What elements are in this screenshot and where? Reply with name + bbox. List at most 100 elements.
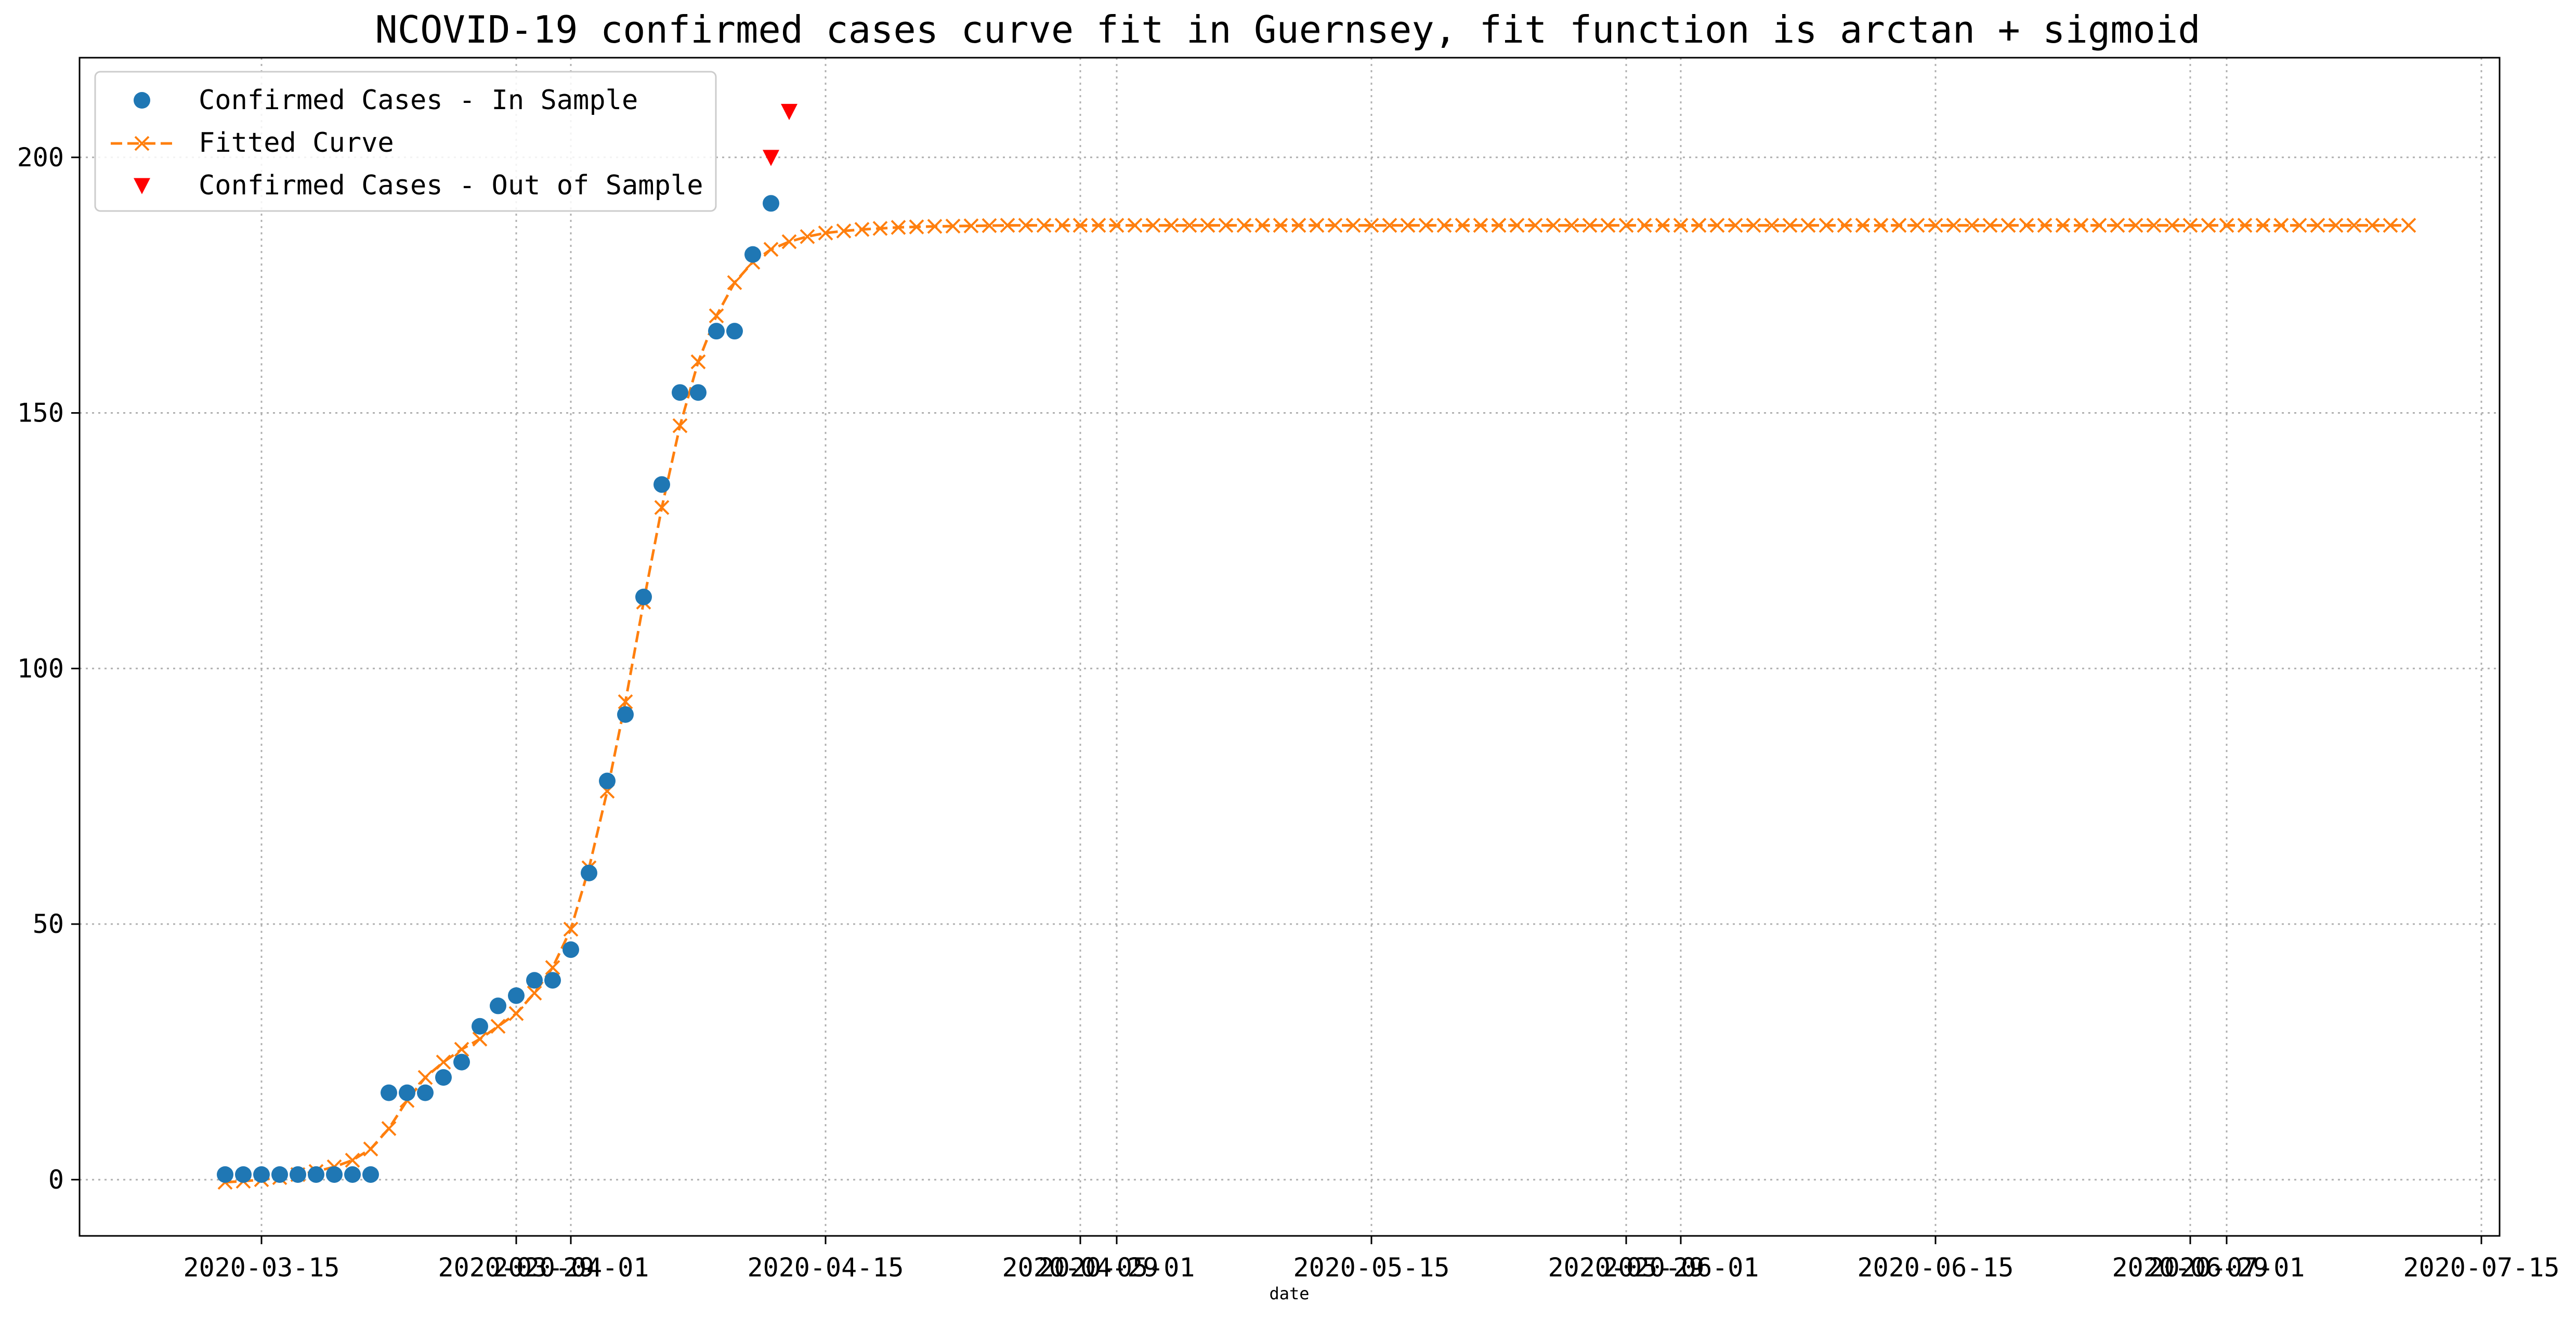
fitted-curve-marker (2110, 218, 2125, 233)
x-tick-label: 2020-03-15 (183, 1253, 339, 1283)
fitted-curve-marker (2073, 218, 2089, 233)
fitted-curve-marker (1527, 218, 1543, 233)
in-sample-point (526, 972, 543, 989)
y-tick-label: 150 (17, 398, 64, 428)
out-of-sample-point (763, 150, 779, 166)
in-sample-point (744, 246, 761, 263)
x-tick-label: 2020-04-29 (1002, 1253, 1158, 1283)
fitted-curve-marker (1546, 218, 1561, 233)
fitted-curve-marker (1964, 218, 1980, 233)
fitted-curve-marker (1509, 218, 1525, 233)
fitted-curve-marker (781, 234, 797, 249)
y-tick-label: 200 (17, 142, 64, 173)
in-sample-series (217, 195, 779, 1183)
fitted-curve-marker (1000, 218, 1015, 233)
fitted-curve-marker (1455, 218, 1470, 233)
fitted-curve-marker (472, 1031, 488, 1047)
fitted-curve-marker (1163, 218, 1179, 233)
x-tick-label: 2020-05-15 (1293, 1253, 1449, 1283)
x-axis-label: date (1269, 1284, 1309, 1303)
fitted-curve-marker (891, 220, 906, 235)
in-sample-point (399, 1084, 415, 1101)
fitted-curve-marker (1728, 218, 1743, 233)
in-sample-point (308, 1166, 324, 1183)
in-sample-point (417, 1084, 434, 1101)
out-of-sample-point (781, 103, 797, 121)
in-sample-point (690, 384, 707, 401)
fitted-curve-marker (2364, 218, 2380, 233)
fitted-curve-marker (1309, 218, 1325, 233)
fitted-curve-marker (1254, 218, 1270, 233)
fitted-curve-marker (818, 225, 833, 241)
fitted-curve-marker (1637, 218, 1652, 233)
fitted-curve-marker (1236, 218, 1252, 233)
fitted-curve-marker (1382, 218, 1397, 233)
y-tick-label: 100 (17, 653, 64, 683)
in-sample-point (490, 997, 506, 1014)
fitted-curve-marker (2000, 218, 2016, 233)
fitted-curve-marker (1873, 218, 1889, 233)
fitted-curve-marker (1418, 218, 1434, 233)
legend-marker-out-of-sample (134, 178, 150, 194)
fitted-curve-marker (2346, 218, 2362, 233)
x-tick-label: 2020-07-01 (2148, 1253, 2305, 1283)
y-axis-ticks: 0 50 100 150 200 (17, 142, 80, 1195)
fitted-curve-marker (2037, 218, 2052, 233)
x-tick-label: 2020-05-01 (1038, 1253, 1195, 1283)
fitted-curve-marker (2091, 218, 2107, 233)
fitted-curve-marker (1819, 218, 1834, 233)
plot-frame (79, 57, 2501, 1237)
legend-box (94, 71, 717, 212)
fitted-curve-marker (1618, 218, 1634, 233)
fitted-curve-marker (1327, 218, 1343, 233)
fitted-curve-marker (2237, 218, 2253, 233)
in-sample-point (599, 772, 616, 789)
x-tick-label: 2020-05-29 (1548, 1253, 1704, 1283)
legend-label-out-of-sample: Confirmed Cases - Out of Sample (199, 170, 703, 201)
fitted-curve-marker (1582, 218, 1598, 233)
x-tick-label: 2020-03-29 (438, 1253, 594, 1283)
fitted-curve-marker (727, 275, 742, 291)
in-sample-point (381, 1084, 397, 1101)
fitted-curve-marker (1691, 218, 1707, 233)
fitted-curve-marker (2201, 218, 2216, 233)
x-tick-label: 2020-06-01 (1602, 1253, 1759, 1283)
fitted-curve-marker (800, 229, 815, 244)
legend-label-fitted-curve: Fitted Curve (199, 127, 394, 159)
out-of-sample-series (763, 103, 797, 166)
fitted-curve-marker (1073, 218, 1088, 233)
fitted-curve-marker (454, 1042, 469, 1057)
fitted-curve-marker (872, 221, 888, 236)
x-tick-label: 2020-04-01 (492, 1253, 649, 1283)
fitted-curve-marker (417, 1070, 433, 1085)
fitted-curve-marker (2055, 218, 2071, 233)
fitted-curve-marker (2219, 218, 2234, 233)
fitted-curve-marker (618, 694, 633, 709)
fitted-curve-marker (2164, 218, 2180, 233)
fitted-curve-marker (2310, 218, 2325, 233)
fitted-curve-marker (508, 1006, 524, 1021)
fitted-curve-marker (1054, 218, 1070, 233)
fitted-curve-marker (1145, 218, 1161, 233)
fitted-curve-marker (545, 960, 560, 976)
fitted-curve-marker (909, 219, 924, 234)
in-sample-point (672, 384, 688, 401)
fitted-curve-marker (1891, 218, 1907, 233)
fitted-curve-marker (1764, 218, 1780, 233)
fitted-curve-marker (1182, 218, 1197, 233)
fitted-curve-marker (1855, 218, 1871, 233)
legend-label-in-sample: Confirmed Cases - In Sample (199, 85, 638, 116)
fitted-curve-marker (2273, 218, 2289, 233)
in-sample-point (563, 941, 579, 958)
fitted-curve-marker (1400, 218, 1416, 233)
fitted-curve-marker (381, 1121, 397, 1136)
fitted-curve-marker (490, 1019, 506, 1034)
in-sample-point (362, 1166, 379, 1183)
in-sample-point (344, 1166, 361, 1183)
fitted-curve-marker (1946, 218, 1962, 233)
fitted-curve-marker (1928, 218, 1943, 233)
in-sample-point (290, 1166, 306, 1183)
fitted-curve-marker (1291, 218, 1306, 233)
in-sample-point (453, 1053, 470, 1071)
